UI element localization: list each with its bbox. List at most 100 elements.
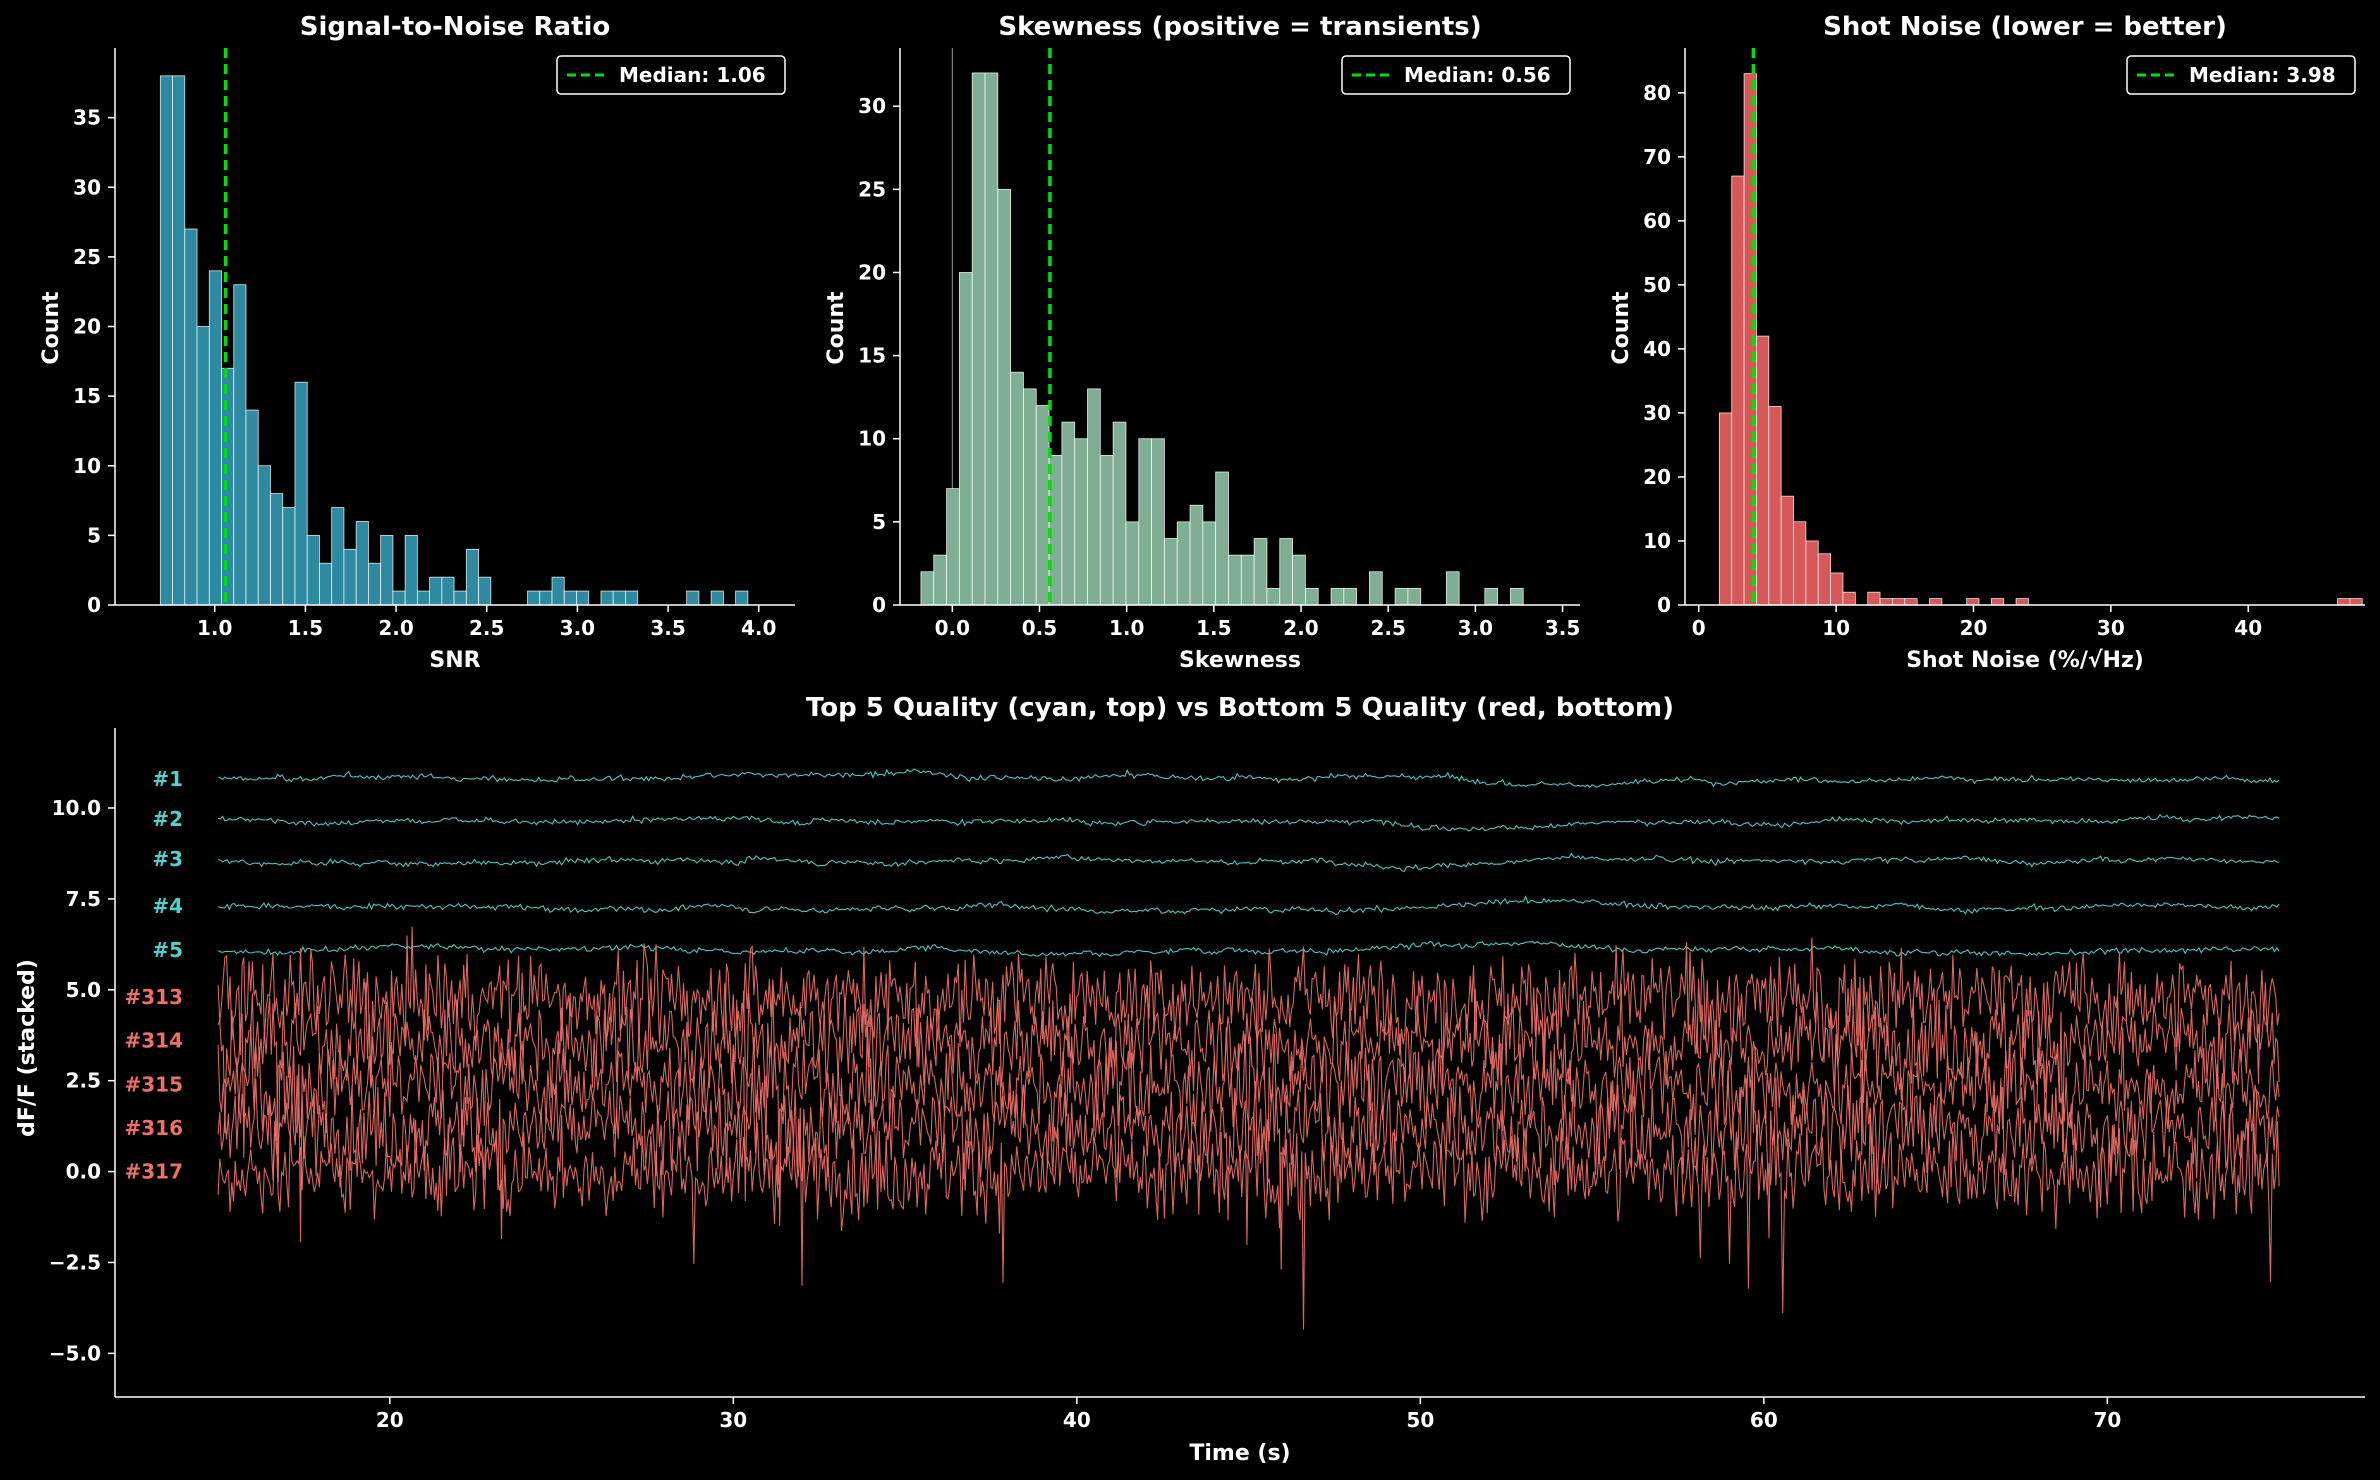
shot-noise-y-ticks: 0 10 20 30 40 50 60 70 80	[1643, 81, 1685, 617]
skewness-bar	[1394, 587, 1409, 606]
snr-bar	[686, 590, 700, 606]
shot-noise-bar	[1904, 598, 1918, 606]
snr-legend-label: Median: 1.06	[619, 63, 766, 87]
snr-bar	[612, 590, 626, 606]
shot-noise-x-tick-label: 30	[2097, 616, 2125, 640]
snr-bar	[551, 576, 565, 606]
trace-label-9: #316	[124, 1116, 183, 1140]
shot-noise-bar	[2015, 598, 2029, 606]
snr-x-tick-label: 1.5	[288, 616, 323, 640]
traces-x-tick-label: 70	[2093, 1408, 2121, 1432]
shot-noise-bar	[1780, 495, 1794, 606]
skewness-bar	[1484, 587, 1499, 606]
snr-y-axis-label: Count	[39, 291, 64, 365]
snr-y-tick-label: 0	[87, 593, 101, 617]
shot-noise-bar	[1990, 598, 2005, 606]
skewness-bar	[1228, 554, 1242, 606]
snr-y-tick-label: 35	[73, 106, 101, 130]
skewness-bar	[1292, 554, 1306, 606]
traces-y-tick-label: −5.0	[49, 1341, 101, 1365]
skewness-bar	[1369, 571, 1383, 606]
snr-x-tick-label: 4.0	[741, 616, 776, 640]
snr-y-tick-label: 15	[73, 384, 101, 408]
snr-bar	[441, 576, 455, 606]
shot-noise-bar	[1793, 521, 1807, 606]
shot-noise-bar	[1718, 412, 1733, 606]
skewness-y-tick-label: 30	[858, 94, 886, 118]
skewness-x-tick-label: 1.0	[1109, 616, 1144, 640]
trace-label-6: #313	[124, 985, 183, 1009]
traces-x-axis-label: Time (s)	[1189, 1441, 1290, 1466]
shot-noise-bar	[2337, 598, 2351, 606]
skewness-x-tick-label: 0.0	[935, 616, 970, 640]
shot-noise-bar	[1842, 591, 1856, 606]
traces-y-ticks: 10.0 7.5 5.0 2.5 0.0 −2.5 −5.0	[49, 796, 115, 1365]
skewness-bar	[1343, 587, 1358, 606]
skewness-bar	[984, 72, 999, 606]
shot-noise-y-tick-label: 30	[1643, 401, 1671, 425]
skewness-bar	[1330, 587, 1345, 606]
snr-bar	[331, 507, 345, 606]
snr-legend-box	[556, 55, 786, 95]
snr-bar	[710, 590, 724, 606]
skewness-chart-title: Skewness (positive = transients)	[998, 12, 1481, 42]
skewness-bar	[1304, 587, 1319, 606]
shot-noise-x-tick-label: 0	[1692, 616, 1706, 640]
snr-bar	[172, 75, 186, 606]
snr-bar	[319, 562, 333, 606]
shot-noise-bar	[2349, 598, 2363, 606]
skewness-bar	[1202, 521, 1217, 606]
snr-bar	[221, 367, 235, 606]
snr-bar	[159, 75, 173, 606]
shot-noise-bar	[1817, 553, 1832, 606]
skewness-x-tick-label: 3.0	[1458, 616, 1493, 640]
snr-bar	[625, 590, 639, 606]
snr-y-tick-label: 30	[73, 175, 101, 199]
trace-line-9	[217, 1067, 2280, 1286]
skewness-bar	[1023, 388, 1037, 606]
trace-labels: #1 #2 #3 #4 #5 #313 #314 #315 #316 #317	[124, 767, 183, 1184]
snr-legend: Median: 1.06	[556, 55, 786, 95]
snr-bar	[404, 534, 418, 606]
shot-noise-y-tick-label: 80	[1643, 81, 1671, 105]
shot-noise-bar	[1731, 175, 1745, 606]
trace-line-5	[217, 940, 2280, 958]
snr-bar	[429, 576, 443, 606]
snr-bar	[563, 590, 577, 606]
snr-bar	[735, 590, 749, 606]
shot-noise-bar	[1929, 598, 1943, 606]
skewness-histogram: Skewness (positive = transients) Skewnes…	[824, 12, 1580, 673]
snr-bar	[368, 562, 382, 606]
shot-noise-y-tick-label: 50	[1643, 273, 1671, 297]
trace-label-1: #1	[152, 767, 183, 791]
shot-noise-y-tick-label: 0	[1657, 593, 1671, 617]
quality-traces-panel: Top 5 Quality (cyan, top) vs Bottom 5 Qu…	[15, 693, 2365, 1466]
skewness-x-tick-label: 3.5	[1545, 616, 1580, 640]
traces-y-tick-label: 7.5	[66, 887, 101, 911]
snr-y-tick-label: 25	[73, 245, 101, 269]
skewness-y-tick-label: 25	[858, 177, 886, 201]
skewness-x-tick-label: 2.0	[1283, 616, 1318, 640]
shot-noise-y-tick-label: 10	[1643, 529, 1671, 553]
snr-bar	[465, 548, 479, 606]
traces-y-tick-label: 5.0	[66, 978, 101, 1002]
skewness-bar	[1112, 421, 1127, 606]
shot-noise-y-axis-label: Count	[1609, 291, 1634, 365]
shot-noise-histogram: Shot Noise (lower = better) Shot Noise (…	[1609, 12, 2365, 673]
skewness-bars	[920, 72, 1524, 606]
trace-line-7	[217, 982, 2280, 1183]
skewness-bar	[946, 488, 960, 606]
shot-noise-legend-label: Median: 3.98	[2189, 63, 2336, 87]
trace-label-7: #314	[124, 1029, 183, 1053]
snr-bar	[208, 270, 222, 606]
skewness-y-tick-label: 20	[858, 260, 886, 284]
snr-x-ticks: 1.0 1.5 2.0 2.5 3.0 3.5 4.0	[197, 605, 776, 640]
skewness-y-tick-label: 15	[858, 344, 886, 368]
snr-bar	[196, 326, 210, 606]
shot-noise-x-tick-label: 20	[1960, 616, 1988, 640]
skewness-bar	[1407, 587, 1422, 606]
traces-x-tick-label: 40	[1063, 1408, 1091, 1432]
traces-x-tick-label: 20	[376, 1408, 404, 1432]
snr-y-tick-label: 20	[73, 315, 101, 339]
